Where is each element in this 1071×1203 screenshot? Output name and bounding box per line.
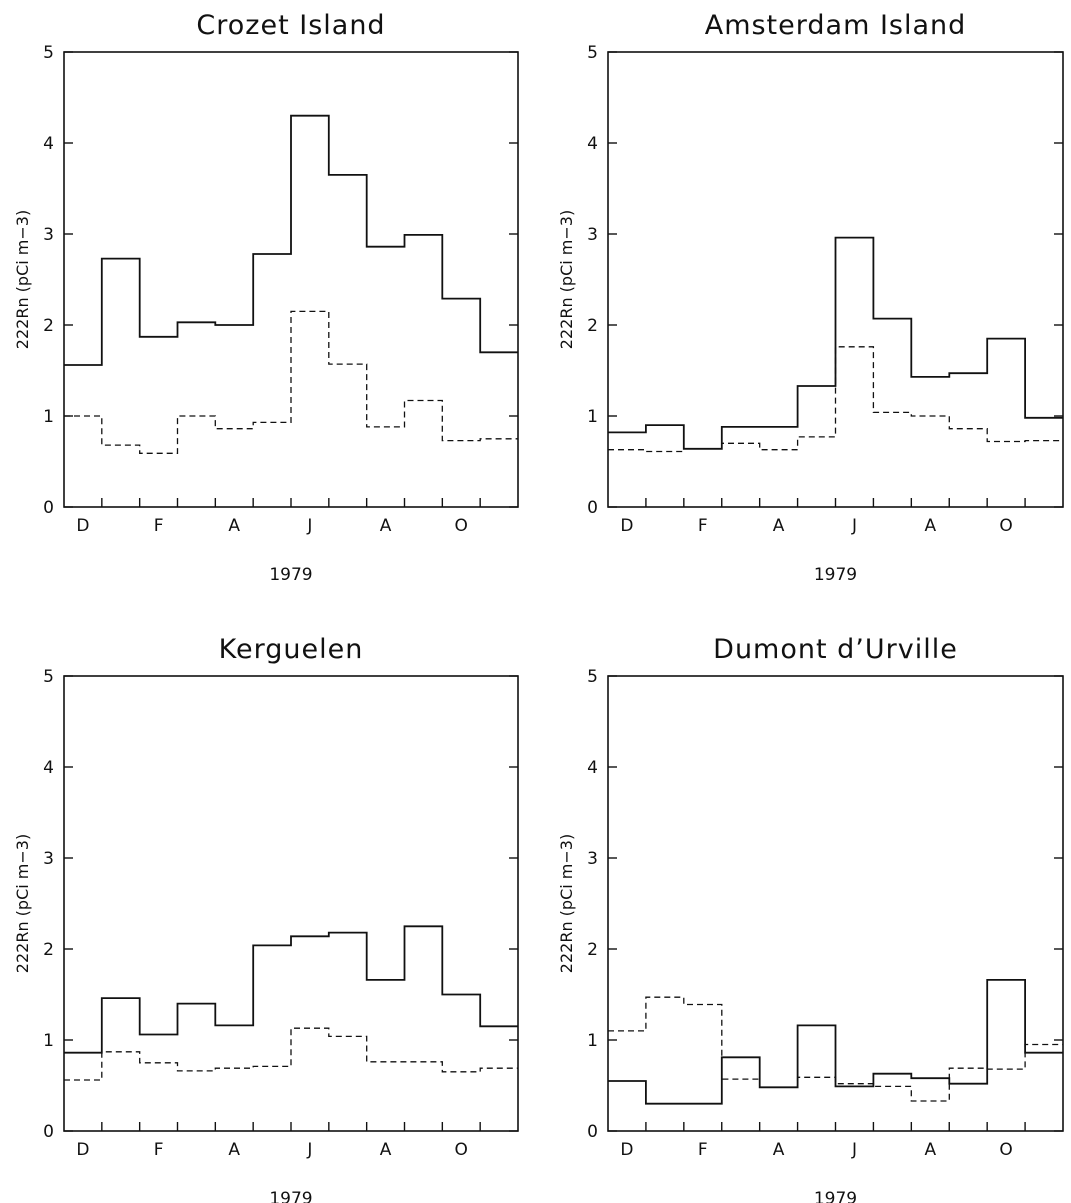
panel-2: Amsterdam Island 0 1 2 3 4 5 D F A J A O 1979 222Rn (p… xyxy=(557,10,1063,585)
y-tick-label: 3 xyxy=(587,225,598,245)
x-tick-label: O xyxy=(455,516,468,536)
x-tick-label: J xyxy=(851,1140,857,1160)
x-tick-label: A xyxy=(773,516,785,536)
x-axis-label: 1979 xyxy=(814,1189,857,1203)
x-tick-label: O xyxy=(455,1140,468,1160)
y-tick-label: 3 xyxy=(43,225,54,245)
x-tick-label: J xyxy=(851,516,857,536)
x-tick-label: O xyxy=(999,1140,1012,1160)
y-tick-label: 3 xyxy=(43,849,54,869)
y-axis-label: 222Rn (pCi m−3) xyxy=(557,210,576,349)
panel-title: Dumont d’Urville xyxy=(713,634,958,665)
series-dashed-line xyxy=(64,311,518,453)
y-tick-label: 2 xyxy=(43,316,54,336)
panel-title: Amsterdam Island xyxy=(705,10,967,41)
x-tick-label: D xyxy=(620,1140,633,1160)
x-axis-label: 1979 xyxy=(269,1189,312,1203)
x-axis-label: 1979 xyxy=(814,565,857,585)
y-tick-label: 4 xyxy=(587,758,598,778)
x-tick-label: D xyxy=(620,516,633,536)
x-tick-label: A xyxy=(380,516,392,536)
panel-4: Dumont d’Urville 0 1 2 3 4 5 D F A J A O 1979 222Rn (p… xyxy=(557,634,1063,1203)
series-solid-line xyxy=(608,238,1063,449)
y-tick-label: 4 xyxy=(43,134,54,154)
x-tick-label: A xyxy=(380,1140,392,1160)
x-tick-label: O xyxy=(999,516,1012,536)
x-tick-label: A xyxy=(924,516,936,536)
y-tick-label: 0 xyxy=(587,498,598,518)
x-axis-label: 1979 xyxy=(269,565,312,585)
y-tick-label: 0 xyxy=(43,1122,54,1142)
y-axis-label: 222Rn (pCi m−3) xyxy=(13,834,32,973)
panel-1: Crozet Island 0 1 2 3 4 5 D F A J A O 1979 222Rn (pCi … xyxy=(13,10,518,585)
x-tick-label: A xyxy=(228,1140,240,1160)
y-tick-label: 5 xyxy=(43,43,54,63)
y-tick-label: 0 xyxy=(587,1122,598,1142)
y-axis-label: 222Rn (pCi m−3) xyxy=(13,210,32,349)
y-axis-label: 222Rn (pCi m−3) xyxy=(557,834,576,973)
x-tick-label: A xyxy=(228,516,240,536)
y-tick-label: 3 xyxy=(587,849,598,869)
x-tick-label: F xyxy=(154,1140,164,1160)
y-tick-label: 1 xyxy=(43,1031,54,1051)
y-tick-label: 0 xyxy=(43,498,54,518)
x-tick-label: D xyxy=(76,1140,89,1160)
y-tick-label: 4 xyxy=(43,758,54,778)
y-tick-label: 2 xyxy=(43,940,54,960)
y-tick-label: 5 xyxy=(587,667,598,687)
y-tick-label: 2 xyxy=(587,940,598,960)
y-tick-label: 1 xyxy=(587,1031,598,1051)
x-tick-label: A xyxy=(773,1140,785,1160)
x-tick-label: F xyxy=(154,516,164,536)
x-tick-label: A xyxy=(924,1140,936,1160)
panel-title: Crozet Island xyxy=(196,10,385,41)
panel-title: Kerguelen xyxy=(219,634,364,665)
x-tick-label: J xyxy=(306,1140,312,1160)
panel-3: Kerguelen 0 1 2 3 4 5 D F A J A O 1979 222Rn (pCi m−3) xyxy=(13,634,518,1203)
y-tick-label: 5 xyxy=(43,667,54,687)
x-tick-label: F xyxy=(698,516,708,536)
y-tick-label: 2 xyxy=(587,316,598,336)
y-tick-label: 1 xyxy=(43,407,54,427)
y-tick-label: 1 xyxy=(587,407,598,427)
y-tick-label: 5 xyxy=(587,43,598,63)
x-tick-label: J xyxy=(306,516,312,536)
x-tick-label: F xyxy=(698,1140,708,1160)
y-tick-label: 4 xyxy=(587,134,598,154)
x-tick-label: D xyxy=(76,516,89,536)
